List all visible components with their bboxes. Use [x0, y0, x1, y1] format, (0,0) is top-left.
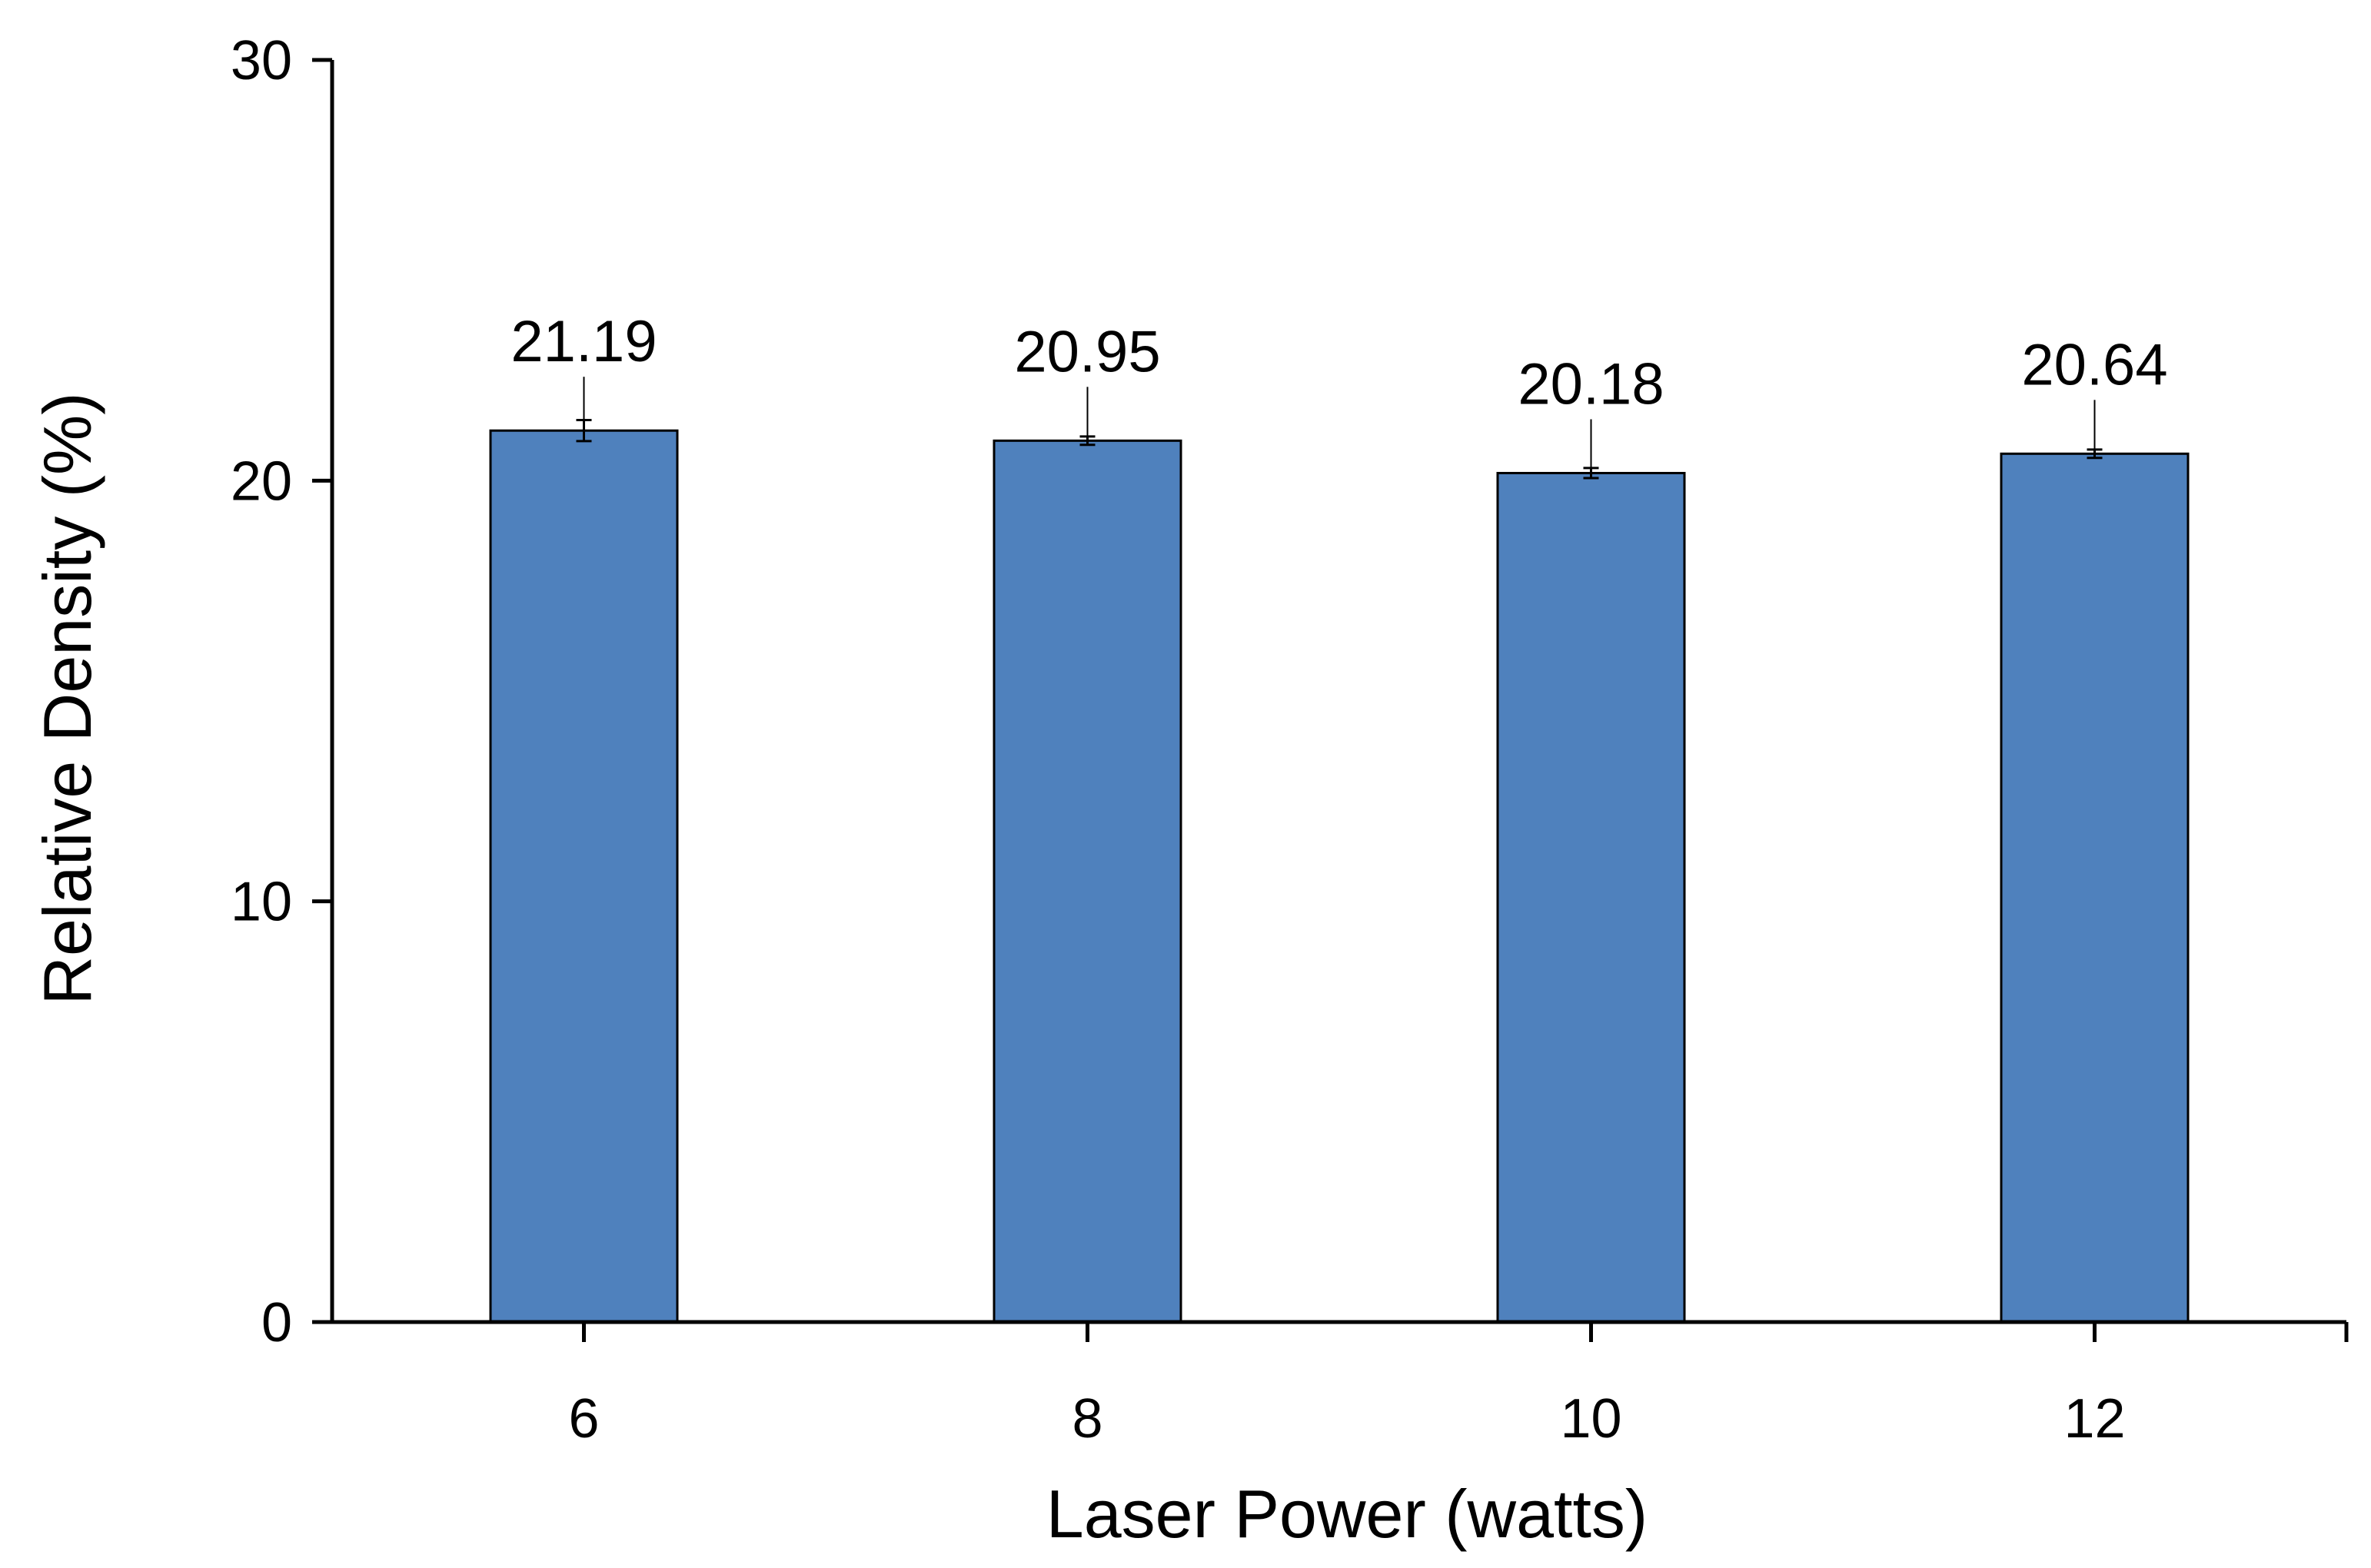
bar [1496, 471, 1686, 1324]
x-axis-ticks: 6 8 10 12 [568, 1322, 2349, 1450]
data-label: 20.18 [1518, 351, 1664, 417]
y-axis-ticks: 0 10 20 30 [231, 30, 332, 1354]
x-tick-label: 8 [1072, 1388, 1102, 1450]
y-tick-label: 0 [261, 1292, 292, 1354]
x-tick-label: 10 [1560, 1388, 1621, 1450]
bar [2000, 452, 2190, 1324]
data-label: 21.19 [510, 309, 657, 374]
y-tick-label: 10 [231, 872, 292, 933]
y-tick-label: 30 [231, 30, 292, 91]
x-axis-title: Laser Power (watts) [1046, 1476, 1648, 1552]
data-label: 20.64 [2021, 332, 2167, 397]
bar [489, 429, 679, 1324]
bar [993, 439, 1182, 1324]
data-labels: 21.19 20.95 20.18 20.64 [510, 309, 2167, 417]
x-tick-label: 6 [568, 1388, 599, 1450]
label-leader-lines [583, 377, 2096, 473]
data-label: 20.95 [1014, 319, 1160, 384]
bars [489, 429, 2190, 1324]
x-tick-label: 12 [2063, 1388, 2125, 1450]
error-bars [576, 419, 2103, 480]
y-axis-title: Relative Density (%) [29, 392, 105, 1005]
y-tick-label: 20 [231, 450, 292, 512]
